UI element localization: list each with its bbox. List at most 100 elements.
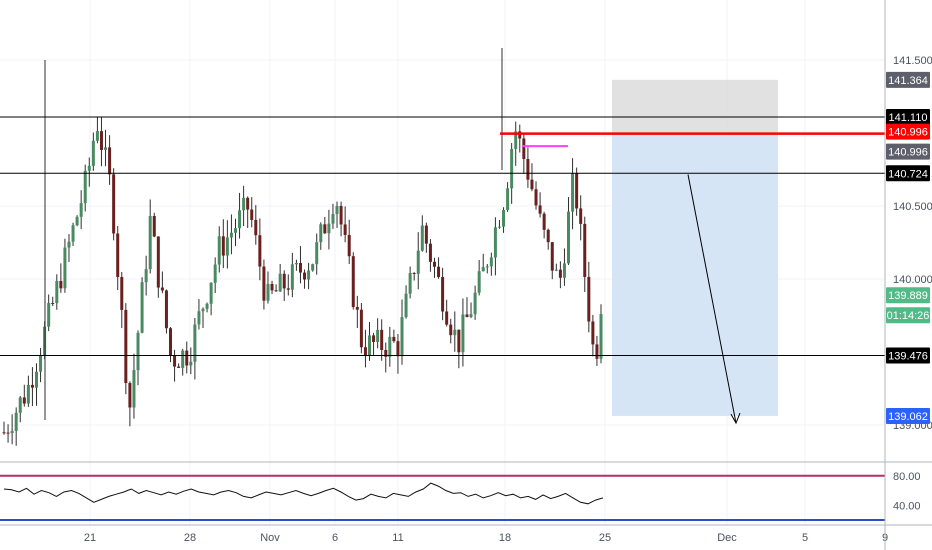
position-zones: [612, 79, 778, 416]
candle-body: [55, 280, 59, 304]
candle-body: [152, 216, 156, 237]
candle-body: [2, 432, 6, 434]
candle-body: [47, 302, 51, 327]
candle-body: [567, 211, 571, 264]
candle-body: [258, 235, 262, 267]
time-tick-label: 18: [499, 532, 511, 544]
candle-body: [388, 336, 392, 357]
candle-body: [591, 321, 595, 345]
candle-body: [347, 234, 351, 257]
candle-body: [424, 225, 428, 244]
candle-body: [26, 384, 30, 404]
price-badge-bg: [886, 287, 930, 304]
candle-body: [323, 224, 327, 234]
candle-body: [160, 287, 164, 291]
horizontal-levels[interactable]: [0, 116, 885, 357]
candle-body: [355, 307, 359, 310]
candle-body: [339, 205, 343, 225]
candle-body: [205, 303, 209, 309]
candle-body: [18, 397, 22, 413]
candle-body: [575, 173, 579, 209]
trend-arrow-line[interactable]: [687, 174, 737, 424]
candle-body: [408, 273, 412, 294]
candle-body: [311, 264, 315, 271]
candle-body: [116, 233, 120, 278]
price-tick-label: 140.000: [893, 274, 932, 286]
candle-body: [59, 280, 63, 289]
candle-body: [197, 311, 201, 325]
time-tick-label: 28: [184, 532, 196, 544]
candle-body: [140, 282, 144, 333]
candle-body: [526, 159, 530, 180]
candle-body: [144, 269, 148, 283]
price-badge-bg: [886, 108, 930, 125]
candle-body: [67, 241, 71, 248]
candle-body: [327, 223, 331, 234]
candle-body: [493, 227, 497, 258]
candle-body: [449, 324, 453, 336]
candle-body: [83, 170, 87, 204]
candle-body: [294, 263, 298, 265]
candle-body: [392, 336, 396, 342]
candle-body: [173, 355, 177, 367]
price-badge-label: 139.889: [888, 290, 928, 302]
candle-body: [229, 232, 233, 238]
candle-body: [445, 311, 449, 325]
candle-body: [530, 179, 534, 190]
candle-body: [221, 236, 225, 256]
candle-body: [437, 266, 441, 278]
price-badge: 140.724: [886, 165, 930, 182]
candle-body: [238, 210, 242, 229]
candlestick-series: [2, 48, 603, 446]
candle-body: [39, 355, 43, 372]
candle-body: [542, 213, 546, 230]
price-badge: 01:14:26: [886, 307, 930, 324]
price-badge-bg: [886, 71, 930, 88]
candle-body: [359, 309, 363, 348]
candle-body: [213, 264, 217, 283]
price-badge-bg: [886, 407, 930, 424]
candle-body: [177, 366, 181, 368]
candle-body: [164, 290, 168, 329]
stop-loss-zone: [612, 79, 778, 134]
candle-body: [189, 361, 193, 366]
candle-body: [79, 203, 83, 217]
candle-body: [104, 147, 108, 150]
price-badge: 140.996: [886, 123, 930, 140]
candle-body: [14, 412, 18, 431]
candle-body: [554, 269, 558, 271]
candle-body: [595, 344, 599, 359]
time-tick-label: 11: [392, 532, 403, 544]
candle-body: [132, 370, 136, 408]
time-tick-label: 21: [84, 532, 96, 544]
candle-body: [242, 197, 246, 211]
candle-body: [599, 314, 603, 359]
candle-body: [193, 324, 197, 362]
time-tick-label: 5: [802, 532, 808, 544]
oscillator-tick-label: 80.00: [893, 471, 921, 483]
price-badge-label: 01:14:26: [887, 310, 930, 322]
candle-body: [71, 225, 75, 242]
candle-body: [587, 276, 591, 322]
trend-arrow-head[interactable]: [730, 412, 741, 425]
candle-body: [432, 261, 436, 267]
candle-body: [148, 216, 152, 270]
candle-body: [562, 263, 566, 278]
candle-body: [87, 165, 91, 171]
candle-body: [34, 371, 38, 388]
drawings[interactable]: [522, 145, 741, 425]
price-badge-label: 139.476: [888, 351, 928, 363]
candle-body: [51, 302, 55, 304]
candle-body: [91, 140, 95, 166]
candle-body: [538, 205, 542, 214]
time-tick-label: 6: [332, 532, 338, 544]
candle-body: [246, 197, 250, 210]
price-badge: 140.996: [886, 143, 930, 160]
candle-body: [571, 173, 575, 212]
candle-body: [506, 188, 510, 210]
candle-body: [75, 216, 79, 226]
candle-body: [10, 430, 14, 434]
price-badge: 141.110: [886, 108, 930, 125]
price-tick-label: 141.500: [893, 55, 932, 67]
